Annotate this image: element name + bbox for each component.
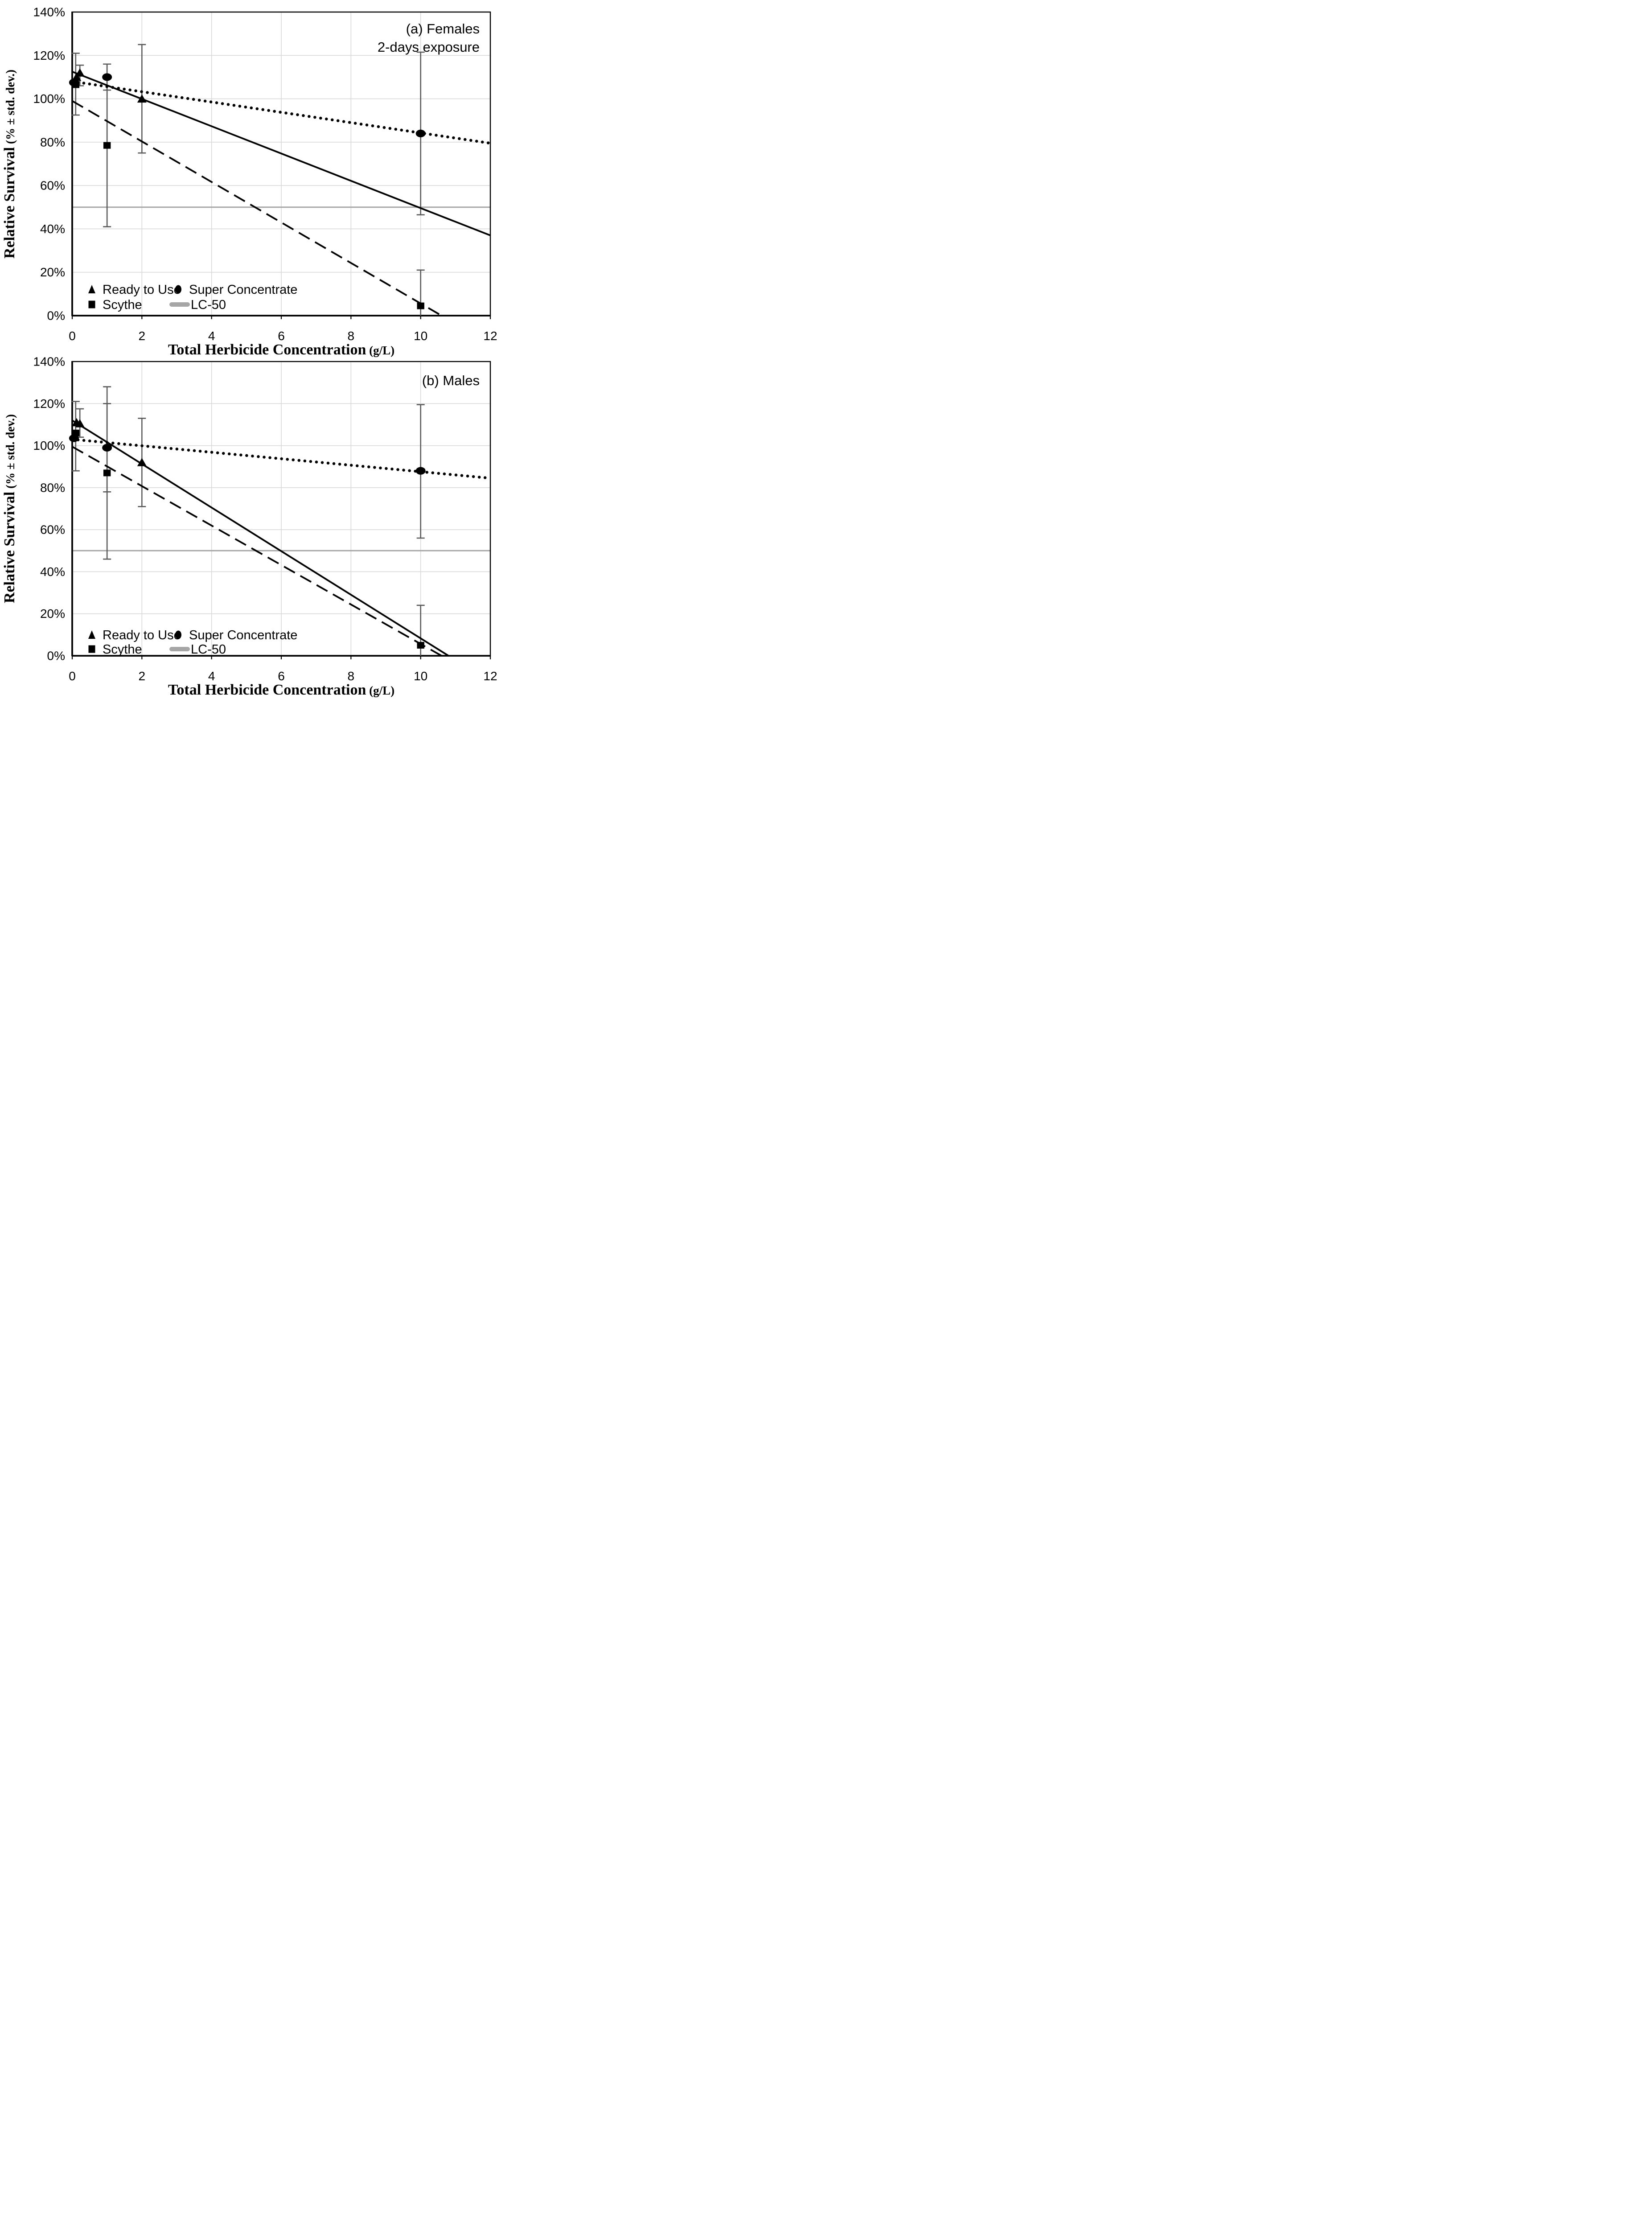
marker-circle-super-concentrate-x10 — [415, 129, 426, 137]
marker-square-scythe-x1 — [103, 142, 111, 149]
x-tick-label-0: 0 — [69, 669, 76, 683]
y-tick-label-140: 140% — [33, 5, 65, 19]
legend-scythe-label: Scythe — [103, 642, 142, 657]
legend-scythe-label: Scythe — [103, 298, 142, 312]
x-tick-label-2: 2 — [139, 329, 146, 343]
y-tick-label-40: 40% — [40, 565, 65, 579]
x-axis-title: Total Herbicide Concentration (g/L) — [168, 341, 395, 358]
markers — [69, 418, 426, 649]
x-tick-label-6: 6 — [278, 669, 285, 683]
dose-response-figure: 0 2 4 6 8 10 12 0% 20% 40% 60% 80% 100% 120% 140% (a) F… — [0, 0, 499, 701]
trend-dotted-super-concentrate — [70, 80, 492, 145]
marker-triangle-ready-to-use-x2 — [137, 458, 147, 466]
marker-square-scythe-x1 — [103, 469, 111, 477]
marker-triangle-ready-to-use-x0.22 — [75, 68, 85, 77]
panel-a: 0 2 4 6 8 10 120%20%40%60%80%100%120%140%(a) F… — [1, 5, 497, 358]
legend-super-concentrate-marker-icon — [175, 630, 181, 639]
legend-super-concentrate-marker-icon — [175, 285, 181, 294]
legend-ready-to-use-marker-icon — [88, 285, 95, 293]
marker-square-scythe-x10 — [417, 642, 424, 649]
legend: Ready to Use Super Concentrate Scythe LC-50 — [88, 628, 297, 657]
y-tick-label-60: 60% — [40, 523, 65, 537]
trend-dashed-scythe — [72, 100, 442, 317]
panel-title-line-1: (a) Females — [406, 21, 480, 37]
legend-scythe-marker-icon — [88, 300, 95, 308]
legend-ready-to-use-label: Ready to Use — [103, 283, 181, 297]
marker-triangle-ready-to-use-x0.22 — [75, 419, 85, 428]
y-axis-title: Relative Survival (% ± std. dev.) — [1, 70, 18, 259]
y-tick-label-0: 0% — [47, 649, 65, 663]
marker-circle-super-concentrate-x1 — [102, 73, 112, 81]
x-tick-label-10: 10 — [414, 669, 427, 683]
trend-solid-ready-to-use — [71, 419, 449, 657]
figure-background — [0, 0, 499, 701]
y-tick-label-80: 80% — [40, 481, 65, 494]
legend-lc-50-label: LC-50 — [191, 298, 226, 312]
x-tick-label-0: 0 — [69, 329, 76, 343]
x-tick-label-8: 8 — [348, 669, 355, 683]
x-tick-label-6: 6 — [278, 329, 285, 343]
survival-charts-svg: 0 2 4 6 8 10 120%20%40%60%80%100%120%140%(a) F… — [0, 0, 499, 701]
y-tick-label-20: 20% — [40, 265, 65, 279]
y-tick-label-100: 100% — [33, 92, 65, 106]
y-tick-label-20: 20% — [40, 607, 65, 621]
x-tick-label-2: 2 — [139, 669, 146, 683]
marker-square-scythe-x0.1 — [72, 81, 80, 88]
x-tick-label-12: 12 — [483, 329, 497, 343]
legend-scythe-marker-icon — [88, 645, 95, 653]
y-tick-label-40: 40% — [40, 222, 65, 236]
marker-square-scythe-x0.1 — [72, 429, 80, 436]
markers — [69, 68, 426, 309]
marker-circle-super-concentrate-x10 — [415, 467, 426, 475]
panel-title-line-1: (b) Males — [422, 373, 480, 388]
panel-b: 0 2 4 6 8 10 120%20%40%60%80%100%120%140%(b) M… — [1, 355, 497, 699]
legend-ready-to-use-marker-icon — [88, 630, 95, 639]
x-tick-label-10: 10 — [414, 329, 427, 343]
y-tick-label-60: 60% — [40, 179, 65, 193]
legend-super-concentrate-label: Super Concentrate — [189, 628, 297, 642]
marker-square-scythe-x10 — [417, 302, 424, 309]
y-axis: 0% 20% 40% 60% 80% 100% 120% 140% — [33, 355, 65, 663]
legend-ready-to-use-label: Ready to Use — [103, 628, 181, 642]
x-tick-label-4: 4 — [208, 669, 215, 683]
x-axis: 0 2 4 6 8 10 12 — [69, 316, 497, 343]
y-tick-label-120: 120% — [33, 397, 65, 411]
x-tick-label-8: 8 — [348, 329, 355, 343]
y-tick-label-80: 80% — [40, 135, 65, 149]
panel-title-line-2: 2-days exposure — [378, 39, 480, 55]
trend-dashed-scythe — [72, 446, 442, 657]
legend-super-concentrate-label: Super Concentrate — [189, 283, 297, 297]
y-axis-title: Relative Survival (% ± std. dev.) — [1, 414, 18, 603]
x-axis: 0 2 4 6 8 10 12 — [69, 656, 497, 683]
marker-circle-super-concentrate-x1 — [102, 444, 112, 452]
legend: Ready to Use Super Concentrate Scythe LC-50 — [88, 283, 297, 312]
y-tick-label-100: 100% — [33, 439, 65, 452]
y-tick-label-0: 0% — [47, 309, 65, 323]
x-axis-title: Total Herbicide Concentration (g/L) — [168, 682, 395, 698]
legend-lc-50-label: LC-50 — [191, 642, 226, 657]
x-tick-label-12: 12 — [483, 669, 497, 683]
y-tick-label-120: 120% — [33, 49, 65, 62]
marker-triangle-ready-to-use-x2 — [137, 94, 147, 103]
x-tick-label-4: 4 — [208, 329, 215, 343]
y-axis: 0% 20% 40% 60% 80% 100% 120% 140% — [33, 5, 65, 323]
y-tick-label-140: 140% — [33, 355, 65, 369]
